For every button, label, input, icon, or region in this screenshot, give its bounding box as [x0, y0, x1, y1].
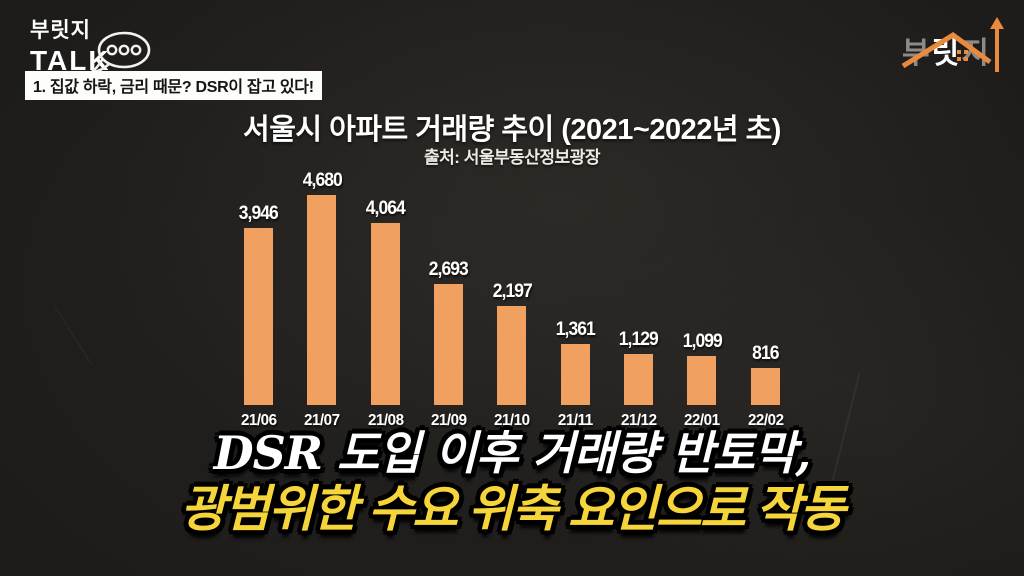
bar-column: 816 22/02	[734, 170, 797, 430]
bar	[687, 356, 717, 405]
bar-value-label: 2,693	[429, 259, 469, 280]
bar-value-label: 1,361	[555, 319, 596, 340]
x-axis-label: 21/09	[430, 412, 467, 429]
chart-title: 서울시 아파트 거래량 추이 (2021~2022년 초)	[243, 114, 781, 146]
x-axis-label: 22/01	[684, 412, 720, 429]
bar-column: 2,693 21/09	[417, 170, 480, 430]
bar-value-label: 2,197	[492, 281, 532, 302]
bar	[244, 228, 274, 405]
bar-column: 3,946 21/06	[227, 170, 290, 430]
bar-column: 2,197 21/10	[480, 170, 543, 430]
chart-source: 출처: 서울부동산정보광장	[424, 148, 600, 167]
caption-line2: 광범위한 수요 위축 요인으로 작동	[180, 481, 846, 537]
bar	[370, 223, 400, 405]
bar-value-label: 1,099	[682, 331, 722, 352]
bar-value-label: 816	[752, 343, 779, 364]
bar-value-label: 4,064	[365, 198, 406, 219]
bar-column: 4,064 21/08	[354, 170, 417, 430]
roof-arrow-icon	[901, 17, 1004, 72]
x-axis-label: 21/06	[240, 412, 277, 429]
channel-logo: 부릿지	[895, 15, 1013, 79]
show-logo-line1: 부릿지	[30, 19, 91, 42]
bar	[560, 344, 590, 405]
bar-column: 1,129 21/12	[607, 170, 670, 430]
caption: DSR 도입 이후 거래량 반토막, 광범위한 수요 위축 요인으로 작동	[0, 426, 1024, 538]
x-axis-label: 21/08	[367, 412, 404, 429]
x-axis-label: 21/12	[620, 412, 657, 429]
episode-title-text: 1. 집값 하락, 금리 때문? DSR이 잡고 있다!	[33, 79, 314, 96]
episode-title-box: 1. 집값 하락, 금리 때문? DSR이 잡고 있다!	[25, 71, 322, 100]
x-axis-label: 22/02	[747, 412, 784, 429]
caption-line1: DSR 도입 이후 거래량 반토막,	[213, 426, 812, 480]
bar-value-label: 4,680	[302, 170, 342, 191]
texture-scratch	[54, 305, 93, 365]
x-axis-label: 21/07	[304, 412, 340, 429]
bar	[497, 306, 527, 405]
show-logo: 부릿지 TALK	[30, 14, 151, 77]
bar	[307, 195, 337, 405]
bar-chart: 3,946 21/06 4,680 21/07 4,064 21/08 2,693 21/09…	[227, 170, 797, 430]
bar	[434, 284, 464, 405]
x-axis-label: 21/10	[494, 412, 530, 429]
x-axis-label: 21/11	[557, 412, 593, 429]
bar-column: 4,680 21/07	[290, 170, 353, 430]
bar-column: 1,099 22/01	[670, 170, 733, 430]
bar-value-label: 3,946	[239, 203, 279, 224]
bar	[624, 354, 654, 405]
bar-value-label: 1,129	[619, 329, 659, 350]
bar	[750, 368, 780, 405]
bar-column: 1,361 21/11	[544, 170, 607, 430]
